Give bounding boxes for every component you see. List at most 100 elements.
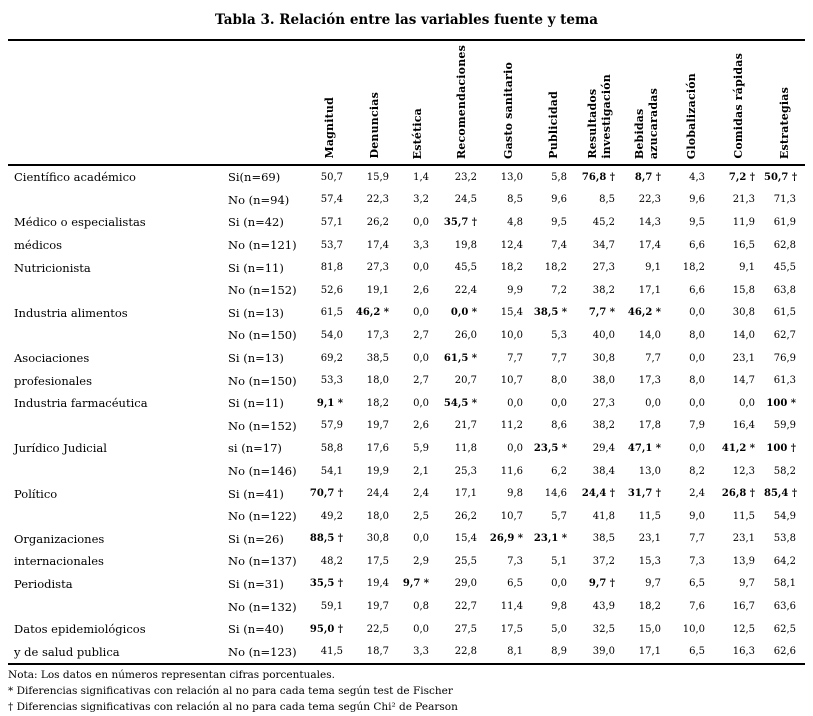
value-cell: 10,7	[500, 375, 523, 387]
value-cell: 0,0	[413, 623, 429, 635]
sino-label: No (n=123)	[228, 644, 297, 659]
value-cell: 5,0	[551, 623, 567, 635]
value-cell: 54,0	[320, 329, 343, 341]
column-header-label: Globalización	[685, 72, 699, 159]
table-row: No (n=146) 54,1 19,9 2,1 25,3 11,6 6,2 38,4 13,0…	[8, 460, 805, 483]
value-cell: 17,3	[366, 329, 389, 341]
sino-label: Si (n=13)	[228, 351, 284, 366]
column-header-resultados-investigacion: Resultados investigación	[576, 74, 624, 164]
value-cell: 22,7	[454, 601, 477, 613]
value-cell: 14,6	[544, 488, 567, 500]
value-cell: 61,5	[773, 307, 796, 319]
value-cell: 17,4	[366, 239, 389, 251]
value-cell: 45,5	[773, 262, 796, 274]
value-cell: 7,7	[507, 352, 523, 364]
value-cell: 10,0	[682, 623, 705, 635]
source-label: Político	[14, 486, 58, 501]
table-row: Periodista Si (n=31) 35,5 † 19,4 9,7 * 29,0 6,…	[8, 573, 805, 596]
value-cell: 34,7	[592, 239, 615, 251]
value-cell: 61,5 *	[443, 352, 477, 364]
source-label: Organizaciones	[14, 531, 105, 546]
value-cell: 58,1	[773, 578, 796, 590]
value-cell: 2,7	[413, 329, 429, 341]
value-cell: 54,5 *	[443, 397, 477, 409]
value-cell: 19,9	[366, 465, 389, 477]
value-cell: 71,3	[773, 194, 796, 206]
value-cell: 63,8	[773, 284, 796, 296]
value-cell: 19,7	[366, 420, 389, 432]
value-cell: 46,2 *	[355, 307, 389, 319]
sino-label: Si (n=41)	[228, 486, 284, 501]
source-label: Periodista	[14, 576, 73, 591]
value-cell: 30,8	[366, 533, 389, 545]
source-label: Jurídico Judicial	[14, 441, 107, 456]
column-header-label: Magnitud	[323, 97, 337, 159]
column-header-label: Bebidas azucaradas	[633, 87, 660, 159]
value-cell: 17,8	[638, 420, 661, 432]
value-cell: 8,9	[551, 646, 567, 658]
source-label: Médico o especialistas	[14, 215, 146, 230]
value-cell: 2,4	[413, 488, 429, 500]
value-cell: 11,9	[732, 216, 755, 228]
data-table: Magnitud Denuncias Estética Recomendaciones…	[8, 39, 805, 666]
value-cell: 5,7	[551, 510, 567, 522]
value-cell: 2,6	[413, 284, 429, 296]
table-row: Asociaciones Si (n=13) 69,2 38,5 0,0 61,5 * 7,…	[8, 347, 805, 370]
sino-label: si (n=17)	[228, 441, 282, 456]
value-cell: 18,2	[366, 397, 389, 409]
table-row: Científico académico Si(n=69) 50,7 15,9 1,4 2…	[8, 166, 805, 189]
value-cell: 2,1	[413, 465, 429, 477]
value-cell: 27,5	[454, 623, 477, 635]
value-cell: 9,9	[507, 284, 523, 296]
column-header-denuncias: Denuncias	[352, 92, 398, 164]
value-cell: 50,7 †	[764, 171, 798, 183]
table-row: Político Si (n=41) 70,7 † 24,4 2,4 17,1 9,8 14,…	[8, 482, 805, 505]
source-label: Industria farmacéutica	[14, 396, 148, 411]
value-cell: 2,6	[413, 420, 429, 432]
header-source-spacer	[8, 159, 228, 164]
value-cell: 61,5	[320, 307, 343, 319]
value-cell: 9,0	[689, 510, 705, 522]
value-cell: 27,3	[366, 262, 389, 274]
value-cell: 8,0	[551, 375, 567, 387]
value-cell: 15,8	[732, 284, 755, 296]
value-cell: 0,0	[689, 307, 705, 319]
value-cell: 7,2	[551, 284, 567, 296]
table-row: No (n=94) 57,4 22,3 3,2 24,5 8,5 9,6 8,5 22,3 9,6…	[8, 189, 805, 212]
sino-label: No (n=122)	[228, 509, 297, 524]
sino-label: No (n=132)	[228, 599, 297, 614]
table-row: No (n=152) 57,9 19,7 2,6 21,7 11,2 8,6 38,2 17,8…	[8, 415, 805, 438]
value-cell: 64,2	[773, 555, 796, 567]
value-cell: 76,9	[773, 352, 796, 364]
value-cell: 17,4	[638, 239, 661, 251]
sino-label: No (n=152)	[228, 418, 297, 433]
value-cell: 12,4	[500, 239, 523, 251]
value-cell: 0,0	[413, 352, 429, 364]
value-cell: 76,8 †	[581, 171, 615, 183]
value-cell: 38,5	[592, 533, 615, 545]
sino-label: Si (n=11)	[228, 396, 284, 411]
value-cell: 9,8	[551, 601, 567, 613]
value-cell: 4,8	[507, 216, 523, 228]
value-cell: 6,5	[507, 578, 523, 590]
column-header-bebidas-azucaradas: Bebidas azucaradas	[624, 88, 670, 164]
value-cell: 23,1 *	[533, 533, 567, 545]
value-cell: 29,0	[454, 578, 477, 590]
value-cell: 59,9	[773, 420, 796, 432]
table-header-row: Magnitud Denuncias Estética Recomendaciones…	[8, 41, 805, 166]
value-cell: 9,6	[551, 194, 567, 206]
value-cell: 7,7	[689, 533, 705, 545]
value-cell: 46,2 *	[627, 307, 661, 319]
value-cell: 26,8 †	[721, 488, 755, 500]
value-cell: 11,5	[732, 510, 755, 522]
value-cell: 16,5	[732, 239, 755, 251]
value-cell: 12,3	[732, 465, 755, 477]
value-cell: 62,5	[773, 623, 796, 635]
value-cell: 26,9 *	[489, 533, 523, 545]
value-cell: 18,2	[544, 262, 567, 274]
value-cell: 6,2	[551, 465, 567, 477]
value-cell: 7,9	[689, 420, 705, 432]
value-cell: 7,6	[689, 601, 705, 613]
table-row: Datos epidemiológicos Si (n=40) 95,0 † 22,5…	[8, 618, 805, 641]
value-cell: 0,0	[507, 442, 523, 454]
